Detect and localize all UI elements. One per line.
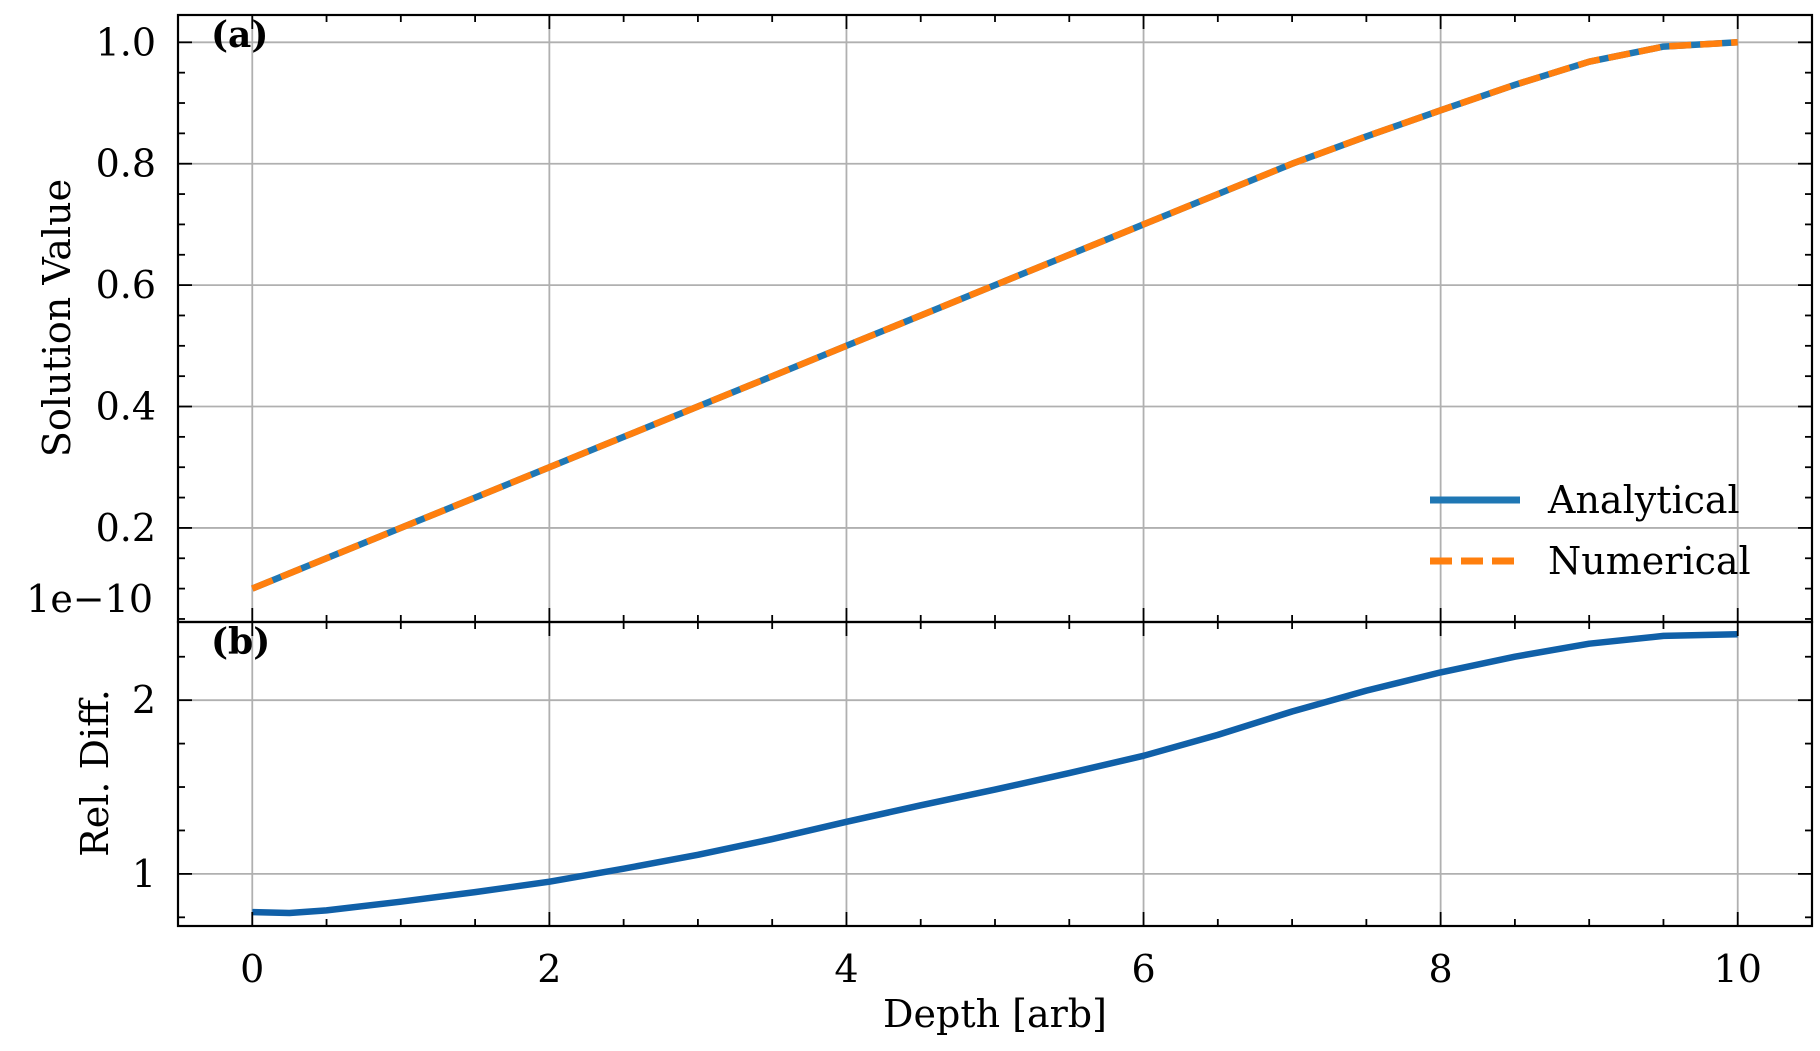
y-tick-label: 0.6 <box>96 263 156 307</box>
rel-diff-line <box>252 630 1738 917</box>
panel-a-label: (a) <box>211 14 268 56</box>
panel-a: 0.2 0.4 0.6 0.8 1.0 (a) Solution Value 1e−10… <box>26 13 1814 624</box>
x-tick-label: 6 <box>1131 947 1155 991</box>
panel-a-grid <box>178 15 1812 622</box>
panel-a-offset-label: 1e−10 <box>26 577 153 621</box>
x-tick-label: 8 <box>1429 947 1453 991</box>
legend-label-analytical: Analytical <box>1547 478 1740 522</box>
y-tick-label: 0.4 <box>96 385 156 429</box>
panel-a-y-axis-label: Solution Value <box>35 179 79 457</box>
analytical-line <box>251 39 1738 592</box>
y-tick-label: 0.8 <box>96 142 156 186</box>
numerical-line <box>251 39 1738 592</box>
panel-b-tick-labels: 1 2 0 2 4 6 8 10 <box>132 678 1762 991</box>
legend: Analytical Numerical <box>1430 478 1751 583</box>
panel-b-y-axis-label: Rel. Diff. <box>73 689 117 857</box>
y-tick-label: 0.2 <box>96 506 156 550</box>
y-tick-label: 2 <box>132 678 156 722</box>
y-tick-label: 1.0 <box>96 20 156 64</box>
x-tick-label: 2 <box>537 947 561 991</box>
panel-a-frame <box>176 13 1814 624</box>
panel-a-tick-labels: 0.2 0.4 0.6 0.8 1.0 <box>96 20 156 550</box>
panel-b: 1 2 0 2 4 6 8 10 (b) Rel. Diff. Depth [arb] <box>73 620 1814 1036</box>
y-tick-label: 1 <box>132 852 156 896</box>
panel-b-label: (b) <box>211 621 270 663</box>
panel-b-grid <box>178 622 1812 926</box>
x-tick-label: 10 <box>1714 947 1762 991</box>
legend-label-numerical: Numerical <box>1548 539 1751 583</box>
panel-b-frame <box>176 620 1814 928</box>
x-tick-label: 0 <box>240 947 264 991</box>
x-tick-label: 4 <box>834 947 858 991</box>
panel-b-ticks <box>178 622 1812 926</box>
panel-b-series <box>252 630 1738 917</box>
panel-a-series <box>251 39 1738 592</box>
x-axis-label: Depth [arb] <box>883 992 1107 1036</box>
panel-a-ticks <box>178 15 1812 622</box>
